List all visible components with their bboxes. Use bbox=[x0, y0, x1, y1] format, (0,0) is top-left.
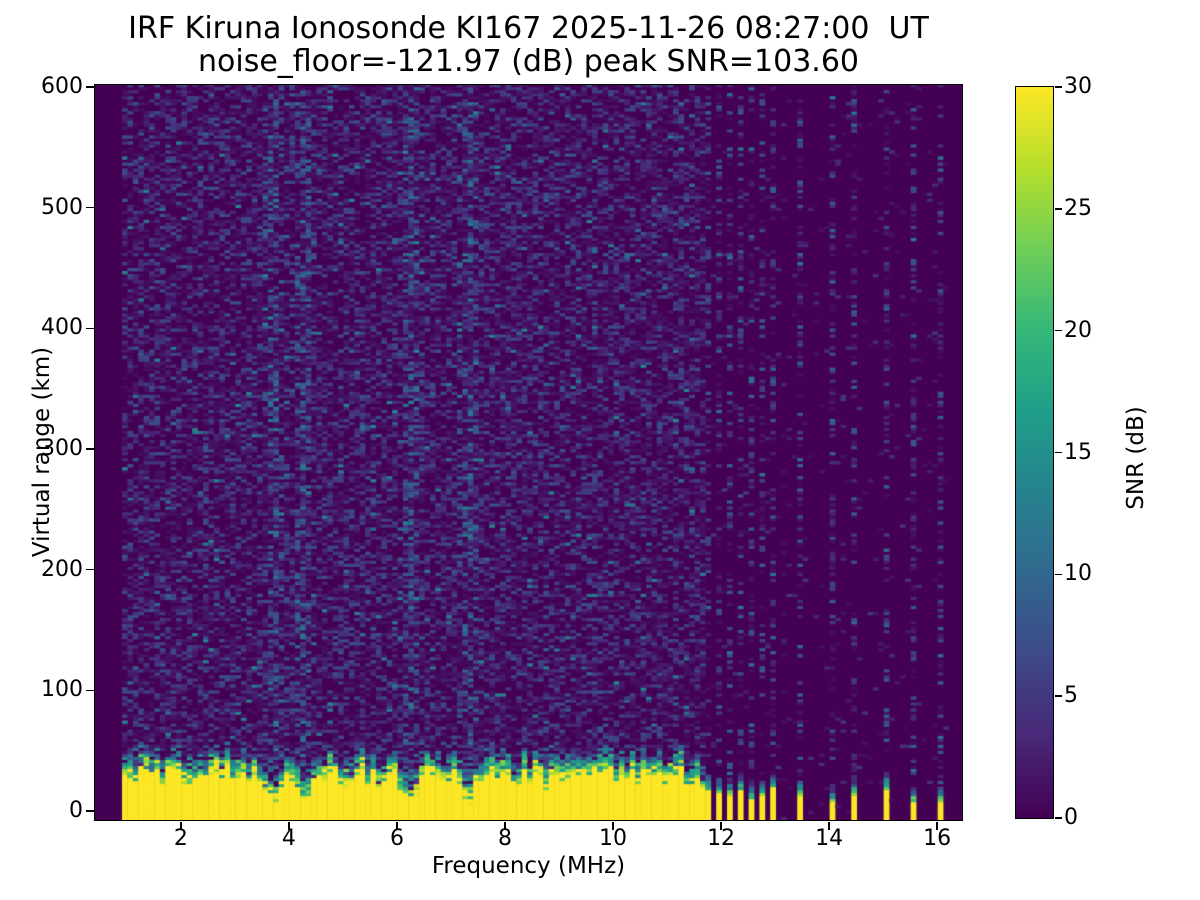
x-tick-mark bbox=[180, 821, 182, 830]
y-tick-label: 200 bbox=[41, 556, 83, 582]
y-tick-mark bbox=[85, 568, 94, 571]
x-tick-mark bbox=[504, 821, 506, 830]
colorbar-tick-mark bbox=[1054, 208, 1062, 210]
colorbar-canvas bbox=[1015, 86, 1053, 818]
x-tick-mark bbox=[288, 821, 290, 830]
x-tick-label: 10 bbox=[599, 826, 628, 851]
y-tick-label: 0 bbox=[69, 797, 83, 823]
heatmap-canvas bbox=[94, 84, 962, 820]
x-tick-label: 8 bbox=[498, 826, 512, 851]
x-tick-mark bbox=[936, 821, 938, 830]
y-tick-mark bbox=[85, 86, 94, 88]
x-tick-mark bbox=[396, 821, 398, 830]
y-tick-label: 500 bbox=[41, 194, 83, 220]
y-tick-label: 100 bbox=[41, 677, 83, 703]
colorbar-tick-mark bbox=[1054, 573, 1062, 576]
y-tick-label: 300 bbox=[41, 436, 83, 461]
x-tick-label: 14 bbox=[815, 826, 844, 851]
colorbar-tick-label: 0 bbox=[1064, 805, 1078, 830]
y-tick-label: 400 bbox=[41, 315, 83, 341]
y-tick-mark bbox=[85, 448, 94, 450]
colorbar-label: SNR (dB) bbox=[1123, 406, 1149, 510]
colorbar-tick-mark bbox=[1054, 817, 1062, 819]
colorbar-tick-label: 15 bbox=[1064, 439, 1092, 465]
x-tick-mark bbox=[720, 821, 722, 830]
x-tick-label: 4 bbox=[281, 826, 296, 851]
colorbar-tick-mark bbox=[1054, 86, 1062, 88]
y-tick-mark bbox=[85, 689, 94, 692]
colorbar-tick-label: 20 bbox=[1064, 317, 1092, 343]
colorbar-tick-mark bbox=[1054, 329, 1062, 332]
colorbar-tick-mark bbox=[1054, 451, 1062, 454]
colorbar-tick-label: 5 bbox=[1064, 683, 1078, 709]
x-tick-label: 6 bbox=[389, 826, 404, 851]
colorbar-tick-mark bbox=[1054, 695, 1062, 697]
colorbar-tick-label: 10 bbox=[1064, 561, 1092, 587]
colorbar-tick-label: 30 bbox=[1064, 74, 1092, 99]
colorbar bbox=[1014, 85, 1054, 819]
x-tick-label: 12 bbox=[707, 826, 736, 851]
colorbar-tick-label: 25 bbox=[1064, 195, 1092, 221]
x-tick-mark bbox=[612, 821, 614, 830]
x-axis-label: Frequency (MHz) bbox=[431, 853, 626, 879]
y-tick-label: 600 bbox=[41, 74, 83, 100]
x-tick-label: 2 bbox=[173, 826, 188, 851]
chart-subtitle: noise_floor=-121.97 (dB) peak SNR=103.60 bbox=[198, 44, 859, 79]
y-tick-mark bbox=[85, 206, 94, 209]
y-tick-mark bbox=[85, 327, 94, 330]
y-tick-mark bbox=[85, 810, 94, 812]
x-tick-mark bbox=[828, 821, 830, 830]
x-tick-label: 16 bbox=[923, 826, 952, 851]
plot-area bbox=[93, 83, 963, 821]
chart-title: IRF Kiruna Ionosonde KI167 2025-11-26 08… bbox=[128, 11, 929, 46]
